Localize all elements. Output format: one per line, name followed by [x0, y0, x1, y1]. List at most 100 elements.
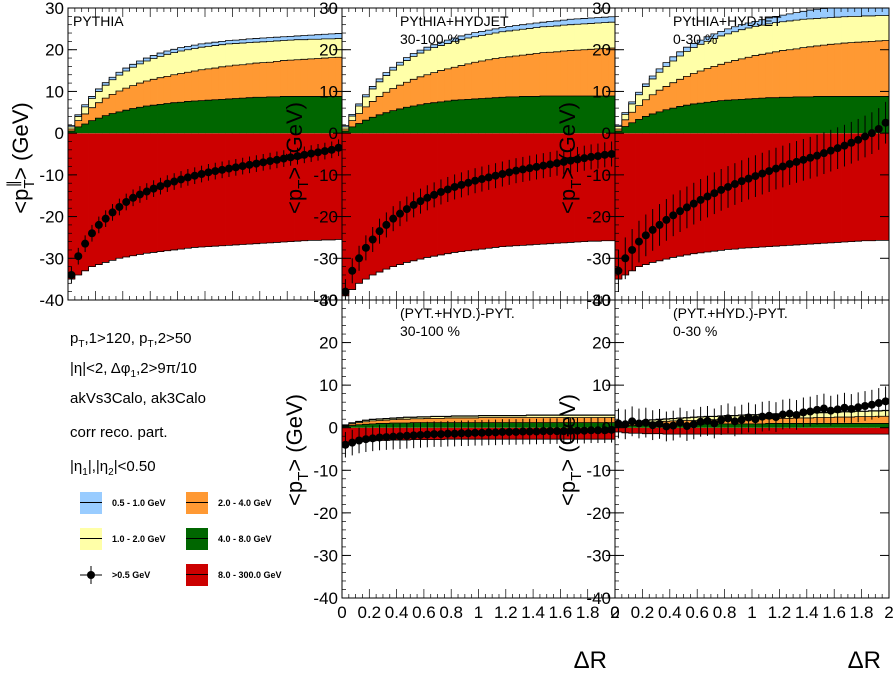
bar-band-0 — [834, 96, 842, 134]
y-axis-label: <pT∥> (GeV) — [5, 102, 38, 213]
data-point — [573, 426, 582, 435]
bar-band-0 — [492, 97, 500, 134]
y-tick-label: 30 — [592, 291, 611, 310]
data-point — [854, 403, 863, 412]
bar-band-0 — [533, 96, 541, 134]
bar-8-300 — [875, 427, 883, 435]
panel-plot-area — [342, 16, 615, 300]
bar-band-0 — [594, 96, 602, 134]
bar-8-300 — [820, 133, 828, 244]
bar-8-300 — [628, 133, 636, 271]
bar-8-300 — [280, 133, 288, 243]
data-point — [238, 162, 247, 171]
bar-8-300 — [806, 427, 815, 435]
y-tick-label: -40 — [586, 589, 611, 608]
bar-band-0 — [287, 96, 295, 134]
bar-band-1 — [772, 51, 780, 134]
data-point — [867, 400, 876, 409]
bar-8-300 — [779, 133, 787, 246]
bar-band-0 — [834, 423, 842, 428]
bar-band-0 — [232, 98, 240, 134]
bar-8-300 — [300, 133, 309, 241]
data-point — [696, 417, 705, 426]
bar-band-0 — [205, 100, 213, 134]
y-tick-label: -30 — [313, 546, 338, 565]
bar-8-300 — [882, 427, 889, 435]
bar-band-1 — [847, 42, 856, 134]
data-point — [464, 429, 473, 438]
bar-band-0 — [813, 423, 821, 428]
data-point — [218, 165, 227, 174]
data-point — [122, 197, 131, 206]
band-outline-2 — [615, 15, 889, 134]
bar-8-300 — [389, 133, 397, 267]
bar-band-0 — [259, 97, 268, 134]
bar-band-0 — [410, 106, 418, 134]
bar-8-300 — [587, 133, 595, 242]
bar-band-0 — [157, 104, 165, 134]
data-point — [382, 433, 391, 442]
bar-band-0 — [218, 99, 226, 134]
bar-8-300 — [861, 133, 869, 241]
y-axis-label: <pT> (GeV) — [282, 394, 312, 506]
bar-band-1 — [580, 49, 589, 134]
bar-band-1 — [799, 47, 808, 134]
bar-band-0 — [458, 99, 466, 134]
bar-band-0 — [512, 96, 520, 134]
bar-band-0 — [122, 110, 131, 134]
bar-band-0 — [649, 113, 657, 134]
bar-band-0 — [355, 424, 363, 428]
data-point — [183, 173, 192, 182]
data-point — [703, 192, 712, 201]
data-point — [505, 427, 514, 436]
data-point — [566, 156, 575, 165]
data-point — [662, 422, 671, 431]
y-tick-label: -30 — [313, 249, 338, 268]
data-point — [471, 428, 480, 437]
data-point — [861, 402, 870, 411]
bar-band-0 — [683, 105, 691, 134]
bar-band-1 — [546, 52, 554, 134]
data-point — [792, 157, 801, 166]
bar-band-1 — [464, 63, 473, 134]
bar-8-300 — [621, 133, 630, 275]
bar-band-0 — [464, 99, 473, 134]
band-outline-2 — [342, 414, 615, 428]
data-point — [532, 162, 541, 171]
data-point — [587, 152, 596, 161]
bar-band-1 — [601, 48, 609, 134]
y-tick-label: -30 — [586, 249, 611, 268]
bar-8-300 — [95, 133, 103, 265]
band-outline-1 — [342, 47, 615, 134]
x-tick-label: 2 — [610, 603, 619, 622]
bar-band-0 — [389, 110, 397, 134]
bar-band-1 — [813, 45, 821, 134]
y-tick-label: 30 — [319, 0, 338, 18]
data-point — [682, 422, 691, 431]
bar-band-0 — [81, 123, 89, 134]
bar-band-0 — [471, 98, 479, 134]
data-point — [231, 163, 240, 172]
bar-band-0 — [109, 113, 117, 134]
y-tick-label: -40 — [313, 291, 338, 310]
data-point — [115, 202, 124, 211]
data-point — [765, 411, 774, 420]
data-point — [498, 170, 507, 179]
bar-band-1 — [704, 68, 712, 134]
x-tick-label: 1.6 — [549, 603, 573, 622]
bar-8-300 — [225, 133, 233, 246]
y-tick-label: 0 — [55, 124, 64, 143]
bar-band-0 — [129, 108, 137, 134]
bar-band-0 — [697, 103, 705, 134]
bar-8-300 — [519, 133, 527, 246]
y-tick-label: -40 — [313, 589, 338, 608]
band-outline-0 — [342, 422, 615, 428]
data-point — [74, 252, 83, 261]
bar-8-300 — [396, 133, 404, 265]
x-tick-label: 0.8 — [713, 603, 737, 622]
bar-band-0 — [587, 96, 595, 134]
x-tick-label: 0.2 — [357, 603, 381, 622]
bar-band-0 — [861, 423, 869, 428]
